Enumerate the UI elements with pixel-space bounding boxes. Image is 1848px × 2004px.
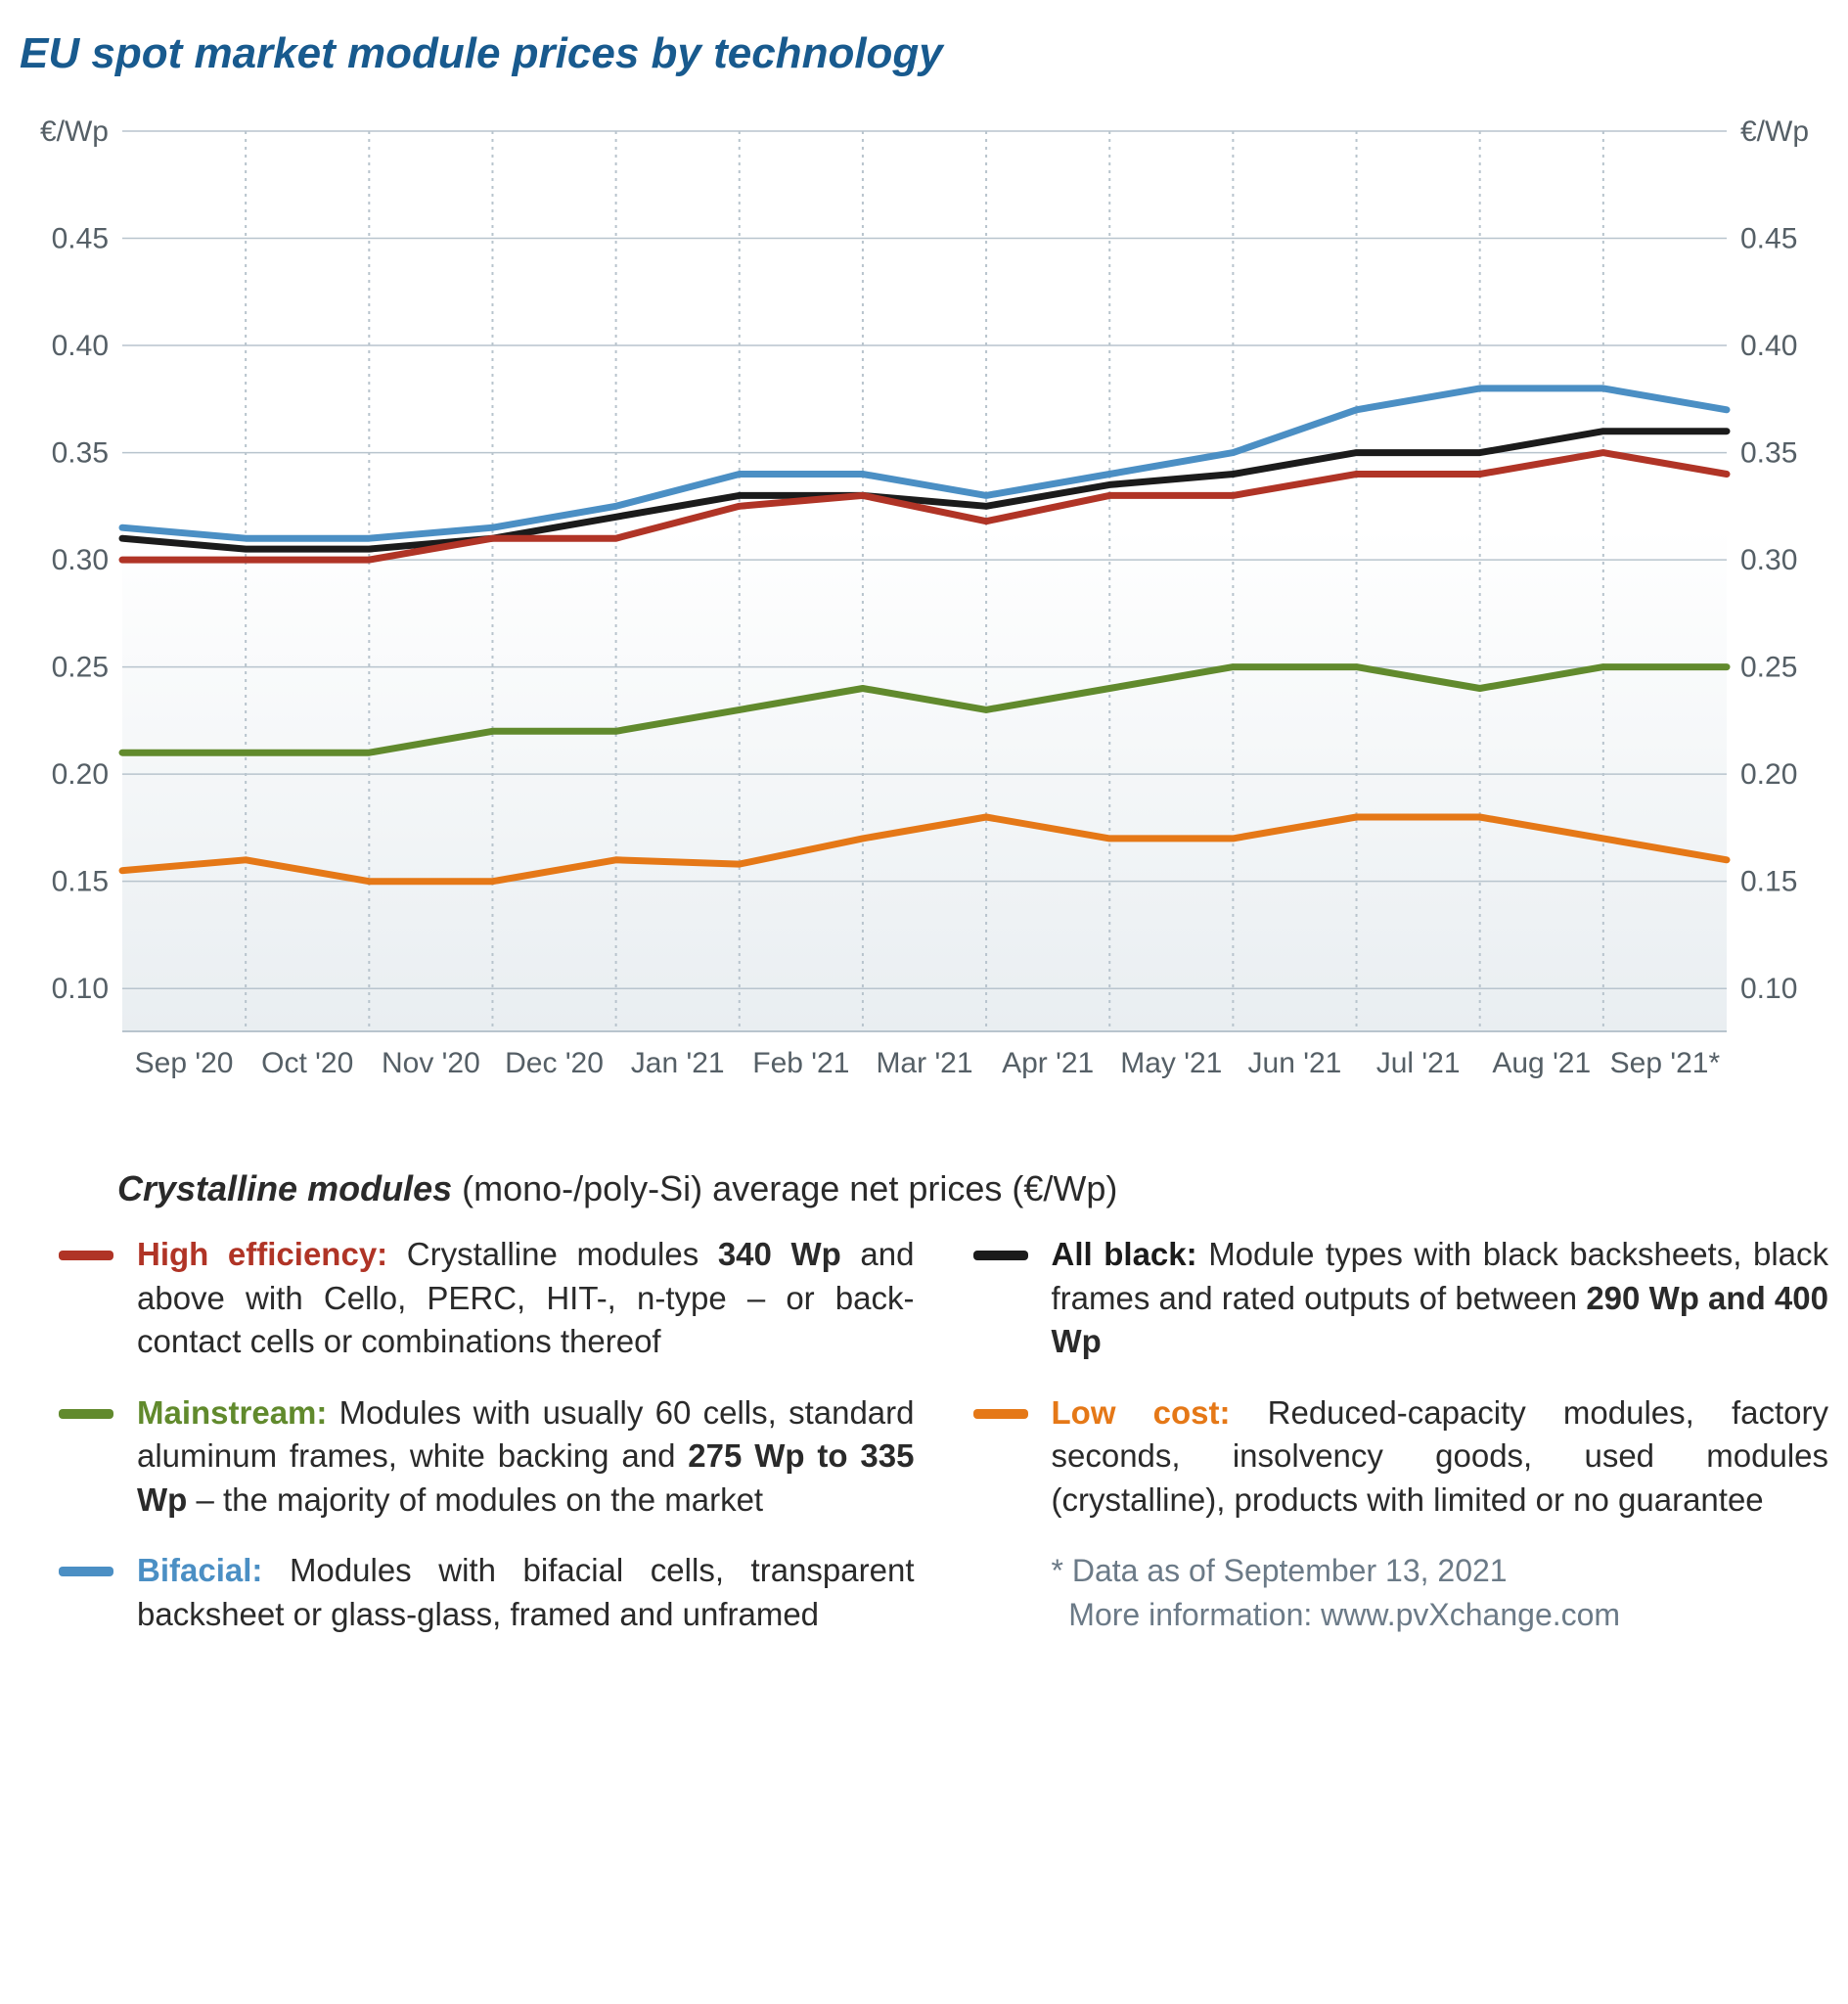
- svg-text:0.40: 0.40: [1740, 330, 1797, 362]
- svg-text:Jun '21: Jun '21: [1247, 1047, 1341, 1079]
- legend-text-allblack: All black: Module types with black backs…: [1052, 1233, 1829, 1364]
- legend-text-higheff: High efficiency: Crystalline modules 340…: [137, 1233, 915, 1364]
- svg-text:0.15: 0.15: [1740, 866, 1797, 898]
- legend-header: Crystalline modules (mono-/poly-Si) aver…: [117, 1168, 1828, 1209]
- svg-text:0.10: 0.10: [1740, 973, 1797, 1005]
- legend-swatch-higheff: [59, 1251, 113, 1260]
- legend: High efficiency: Crystalline modules 340…: [59, 1233, 1828, 1663]
- svg-text:Apr '21: Apr '21: [1002, 1047, 1094, 1079]
- svg-text:Sep '21*: Sep '21*: [1609, 1047, 1720, 1079]
- svg-text:0.15: 0.15: [51, 866, 108, 898]
- svg-text:Dec '20: Dec '20: [505, 1047, 604, 1079]
- legend-swatch-mainstream: [59, 1409, 113, 1419]
- legend-item-allblack: All black: Module types with black backs…: [973, 1233, 1829, 1364]
- svg-text:Aug '21: Aug '21: [1492, 1047, 1591, 1079]
- legend-swatch-allblack: [973, 1251, 1028, 1260]
- svg-text:0.45: 0.45: [51, 223, 108, 255]
- svg-text:Sep '20: Sep '20: [134, 1047, 233, 1079]
- svg-text:0.50 €/Wp: 0.50 €/Wp: [34, 115, 109, 148]
- legend-item-lowcost: Low cost: Reduced-capacity modules, fact…: [973, 1391, 1829, 1523]
- svg-text:Oct '20: Oct '20: [261, 1047, 353, 1079]
- svg-text:0.40: 0.40: [51, 330, 108, 362]
- svg-text:0.45: 0.45: [1740, 223, 1797, 255]
- line-chart: 0.10 0.10 0.15 0.15 0.20 0.20 0.25 0.25 0.30 0.30…: [34, 102, 1815, 1129]
- svg-text:May '21: May '21: [1120, 1047, 1222, 1079]
- svg-text:Mar '21: Mar '21: [876, 1047, 972, 1079]
- legend-col-left: High efficiency: Crystalline modules 340…: [59, 1233, 915, 1663]
- legend-swatch-bifacial: [59, 1567, 113, 1576]
- svg-text:Jan '21: Jan '21: [630, 1047, 724, 1079]
- svg-text:0.10: 0.10: [51, 973, 108, 1005]
- svg-text:0.30: 0.30: [1740, 544, 1797, 576]
- svg-text:0.30: 0.30: [51, 544, 108, 576]
- legend-text-bifacial: Bifacial: Modules with bifacial cells, t…: [137, 1549, 915, 1636]
- chart-container: 0.10 0.10 0.15 0.15 0.20 0.20 0.25 0.25 0.30 0.30…: [34, 102, 1815, 1129]
- svg-text:0.20: 0.20: [51, 758, 108, 791]
- legend-col-right: All black: Module types with black backs…: [973, 1233, 1829, 1663]
- svg-text:0.25: 0.25: [1740, 652, 1797, 684]
- svg-text:0.25: 0.25: [51, 652, 108, 684]
- legend-swatch-lowcost: [973, 1409, 1028, 1419]
- svg-text:Feb '21: Feb '21: [752, 1047, 849, 1079]
- legend-text-mainstream: Mainstream: Modules with usually 60 cell…: [137, 1391, 915, 1523]
- svg-text:€/Wp 0.50: €/Wp 0.50: [1740, 115, 1815, 148]
- svg-text:0.35: 0.35: [1740, 437, 1797, 470]
- svg-text:0.35: 0.35: [51, 437, 108, 470]
- svg-text:Nov '20: Nov '20: [381, 1047, 479, 1079]
- series-bifacial: [122, 388, 1727, 538]
- chart-title: EU spot market module prices by technolo…: [20, 29, 1828, 78]
- legend-item-higheff: High efficiency: Crystalline modules 340…: [59, 1233, 915, 1364]
- footnote: * Data as of September 13, 2021 More inf…: [1052, 1549, 1829, 1637]
- svg-text:Jul '21: Jul '21: [1375, 1047, 1460, 1079]
- legend-text-lowcost: Low cost: Reduced-capacity modules, fact…: [1052, 1391, 1829, 1523]
- legend-item-bifacial: Bifacial: Modules with bifacial cells, t…: [59, 1549, 915, 1636]
- legend-item-mainstream: Mainstream: Modules with usually 60 cell…: [59, 1391, 915, 1523]
- svg-text:0.20: 0.20: [1740, 758, 1797, 791]
